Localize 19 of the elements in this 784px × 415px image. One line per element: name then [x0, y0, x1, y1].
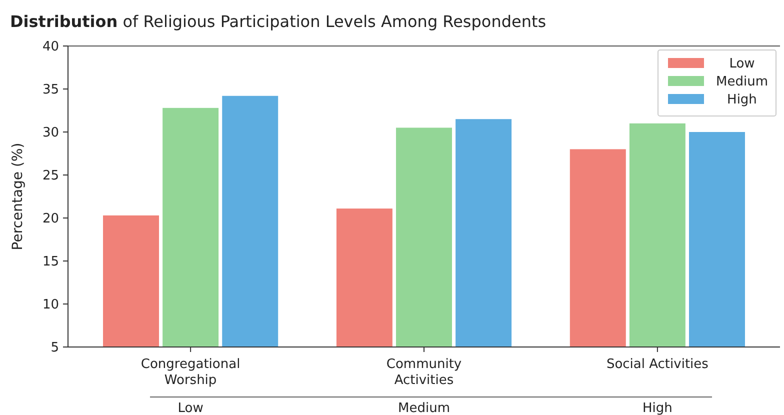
- x-tick-label: Community Activities: [386, 357, 462, 388]
- legend-label: High: [727, 92, 757, 108]
- y-tick-label: 25: [42, 168, 59, 184]
- legend-label: Low: [729, 56, 756, 72]
- y-tick-label: 5: [50, 340, 59, 356]
- y-tick-label: 30: [42, 126, 59, 141]
- x-tick-label: Social Activities: [606, 357, 709, 372]
- x-tick-label: Congregational Worship: [140, 357, 240, 388]
- text: Low: [178, 401, 204, 415]
- legend-label: Medium: [716, 74, 768, 90]
- y-tick-label: 35: [42, 82, 59, 98]
- y-tick-label: 15: [42, 254, 59, 270]
- text: High: [642, 401, 672, 415]
- y-tick-label: 40: [42, 40, 59, 55]
- y-tick-label: 20: [42, 212, 59, 227]
- y-axis-title: Percentage (%): [10, 142, 26, 250]
- text: Medium: [398, 401, 450, 415]
- y-tick-label: 10: [42, 298, 59, 313]
- chart-title: Distribution of Religious Participation Levels Among Respondents: [10, 12, 546, 31]
